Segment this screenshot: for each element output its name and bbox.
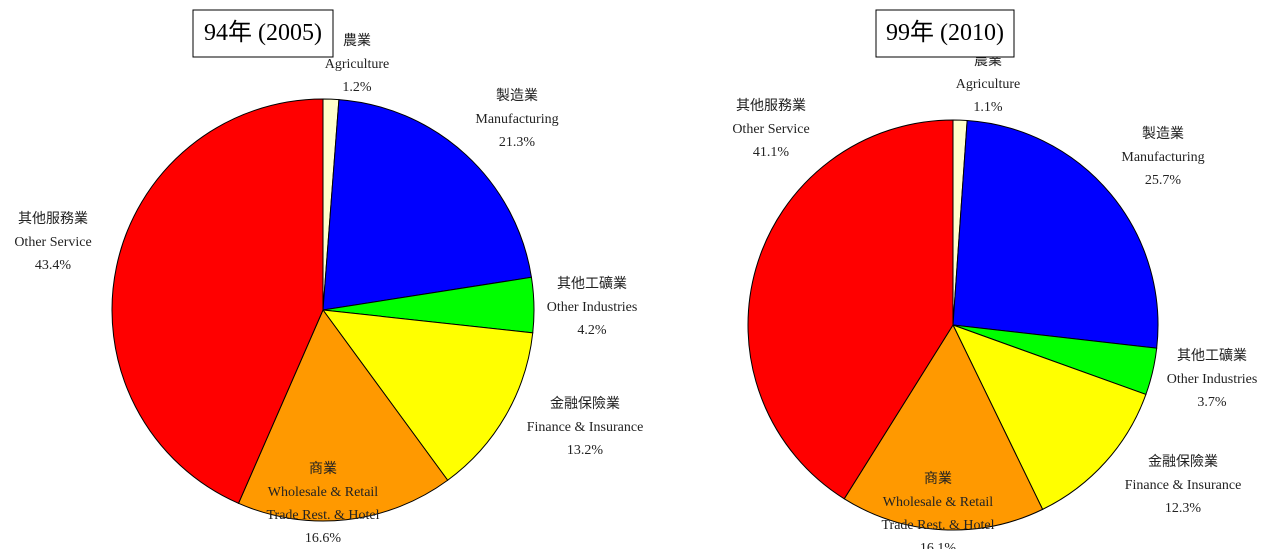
slice-label-en: Wholesale & Retail [883, 495, 994, 510]
slice-value-label: 4.2% [577, 323, 607, 338]
slice-label-en: Trade Rest. & Hotel [881, 518, 994, 533]
pie-slice [237, 309, 449, 522]
slice-label-zh: 製造業 [1142, 126, 1184, 142]
slice-label-en: Other Service [732, 122, 809, 137]
slice-label-zh: 農業 [343, 33, 371, 49]
slice-label-en: Other Service [14, 235, 91, 250]
slice-label-zh: 製造業 [496, 88, 538, 104]
slice-label-zh: 商業 [924, 471, 952, 487]
pie-slice [843, 323, 1044, 531]
slice-label-en: Manufacturing [1121, 150, 1204, 165]
slice-label-en: Finance & Insurance [527, 420, 644, 435]
slice-label-en: Manufacturing [475, 112, 558, 127]
slice-label-en: Other Industries [547, 300, 638, 315]
slice-label-zh: 其他工礦業 [557, 275, 627, 292]
slice-label-en: Finance & Insurance [1125, 478, 1242, 493]
slice-value-label: 12.3% [1165, 501, 1202, 516]
slice-label-zh: 其他服務業 [736, 98, 806, 114]
slice-value-label: 21.3% [499, 135, 536, 150]
slice-value-label: 41.1% [753, 145, 790, 160]
chart-title: 99年 (2010) [886, 19, 1004, 46]
pie-slice [111, 98, 324, 505]
slice-value-label: 1.1% [973, 100, 1003, 115]
slice-label-zh: 其他服務業 [18, 211, 88, 227]
pie-slice [952, 119, 1159, 349]
chart-title: 94年 (2005) [204, 19, 322, 46]
slice-value-label: 16.1% [920, 541, 957, 549]
pie-slice [747, 119, 954, 500]
slice-label-zh: 商業 [309, 461, 337, 477]
slice-label-en: Other Industries [1167, 372, 1258, 387]
slice-value-label: 25.7% [1145, 173, 1182, 188]
slice-label-en: Wholesale & Retail [268, 485, 379, 500]
slice-value-label: 1.2% [342, 80, 372, 95]
slice-label-zh: 金融保險業 [1148, 454, 1218, 470]
pie-slice [322, 99, 533, 311]
slice-label-zh: 金融保險業 [550, 396, 620, 412]
slice-value-label: 16.6% [305, 531, 342, 546]
slice-label-en: Agriculture [325, 57, 390, 72]
slice-label-zh: 其他工礦業 [1177, 347, 1247, 364]
slice-value-label: 3.7% [1197, 395, 1227, 410]
title-box [875, 9, 1015, 58]
slice-label-en: Trade Rest. & Hotel [266, 508, 379, 523]
slice-value-label: 13.2% [567, 443, 604, 458]
pie-slice [952, 324, 1147, 511]
title-box [192, 9, 334, 58]
slice-label-en: Agriculture [956, 77, 1021, 92]
pie-slice [321, 309, 534, 481]
slice-value-label: 43.4% [35, 258, 72, 273]
